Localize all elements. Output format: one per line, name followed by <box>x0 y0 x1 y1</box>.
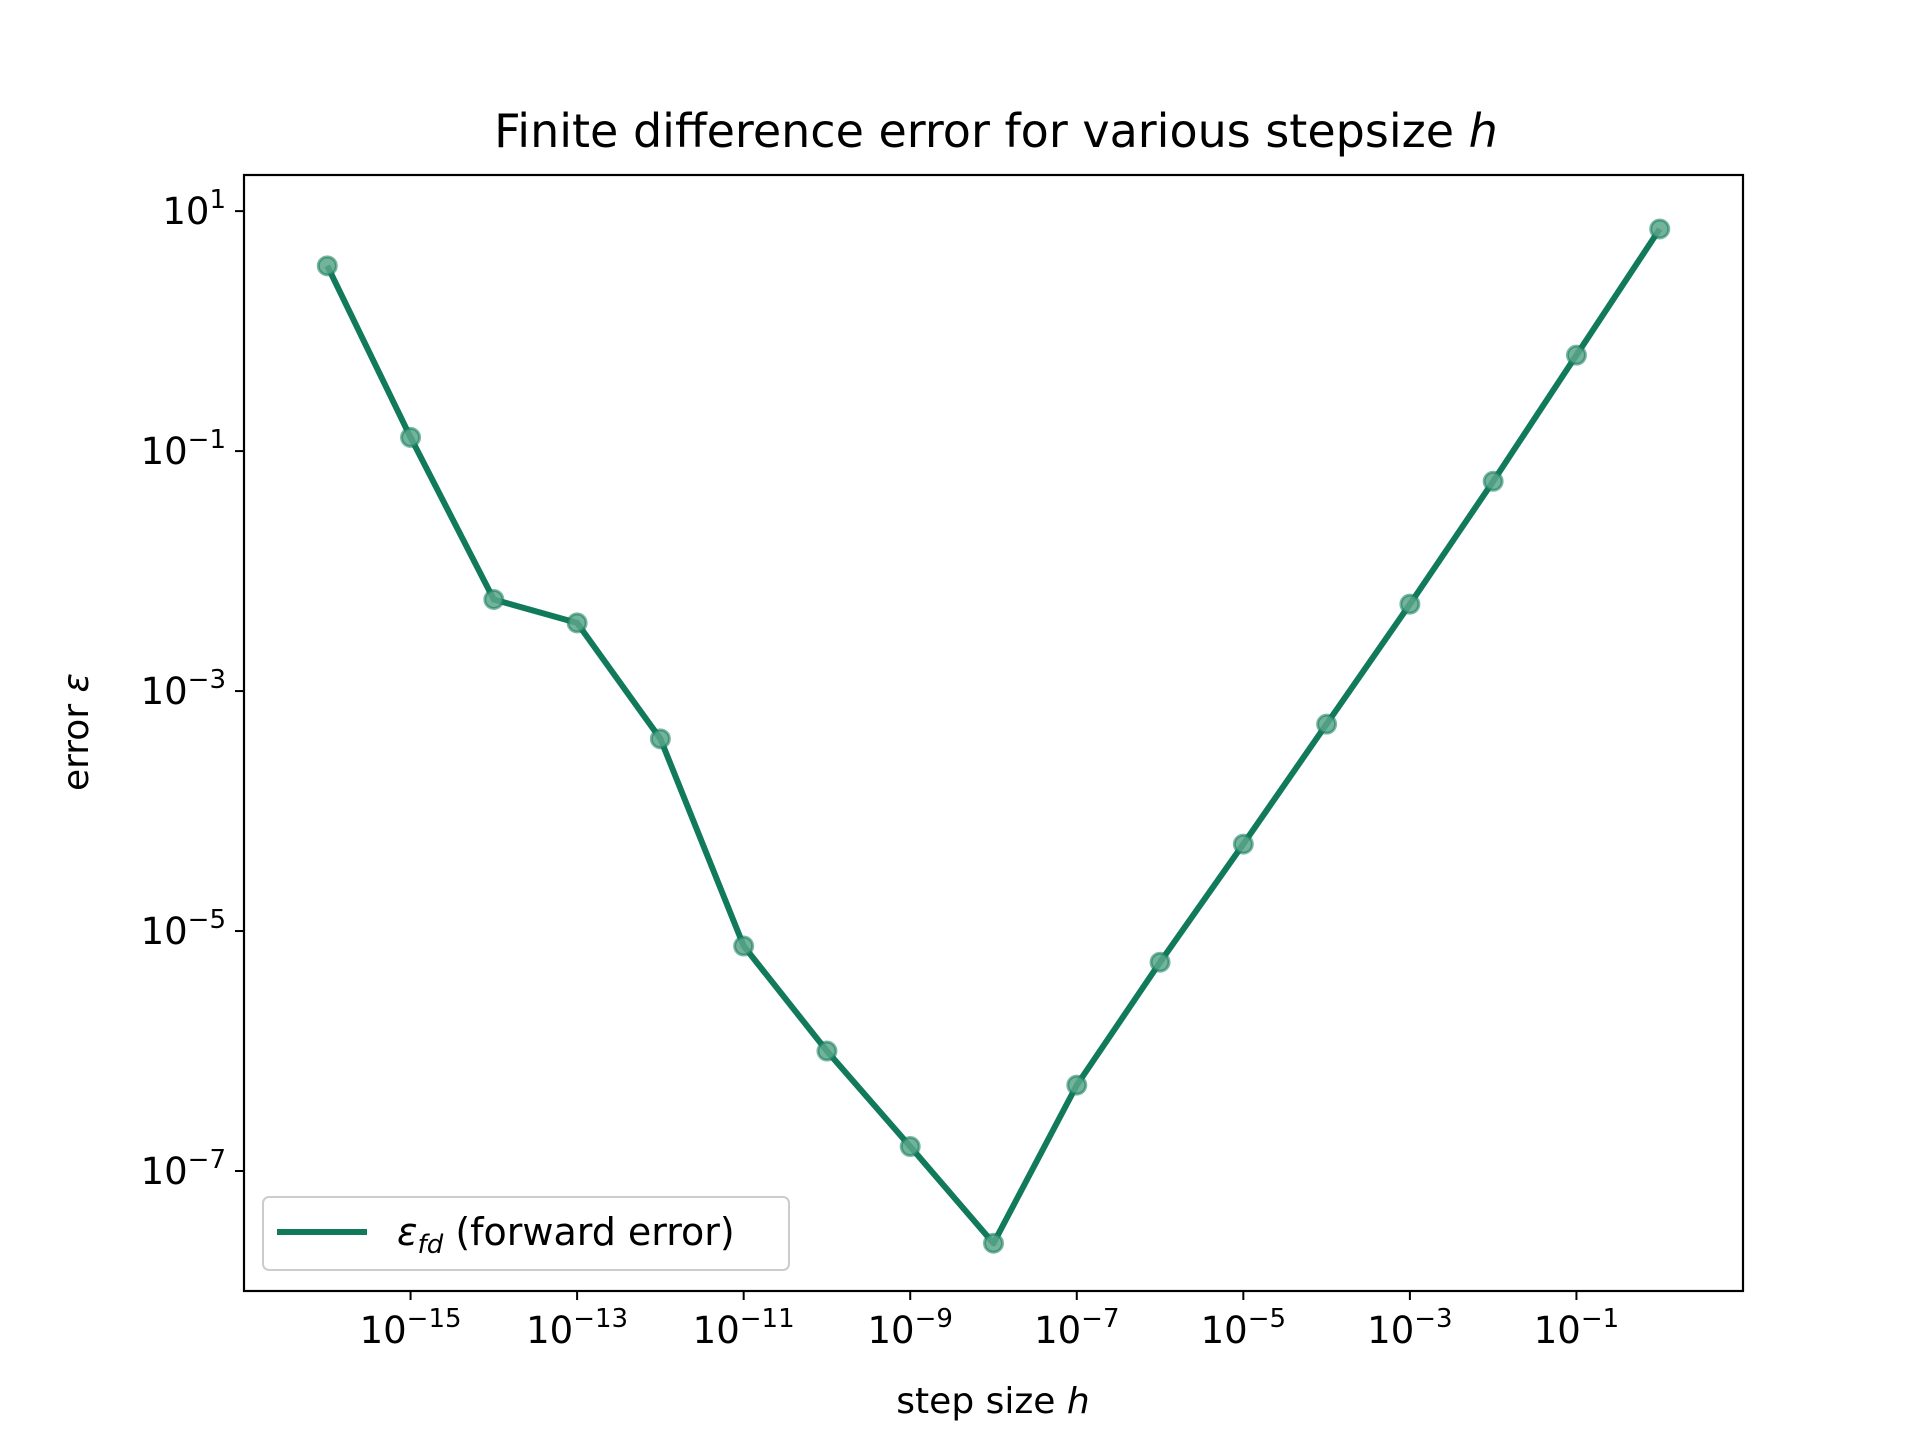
y-tick-label-exponent: −3 <box>188 665 226 695</box>
data-point <box>733 935 755 957</box>
data-point <box>400 426 422 448</box>
y-tick-label-exponent: 1 <box>209 185 226 215</box>
y-tick-label-base: 10 <box>162 190 209 233</box>
data-point <box>1482 470 1504 492</box>
x-tick-label: 10−3 <box>1367 1304 1452 1352</box>
x-tick-label-base: 10 <box>1034 1309 1081 1352</box>
series-layer <box>316 218 1671 1254</box>
y-axis-label: error ε <box>56 673 97 791</box>
legend-series-name: (forward error) <box>455 1210 734 1254</box>
x-tick-label-exponent: −9 <box>915 1304 953 1334</box>
legend-subscript: fd <box>418 1230 444 1260</box>
x-tick-label-base: 10 <box>360 1309 407 1352</box>
data-point <box>316 255 338 277</box>
y-tick-label: 10−7 <box>141 1145 226 1193</box>
x-tick-label-exponent: −5 <box>1248 1304 1286 1334</box>
data-point <box>1316 713 1338 735</box>
chart-title-text: Finite difference error for various step… <box>494 104 1454 158</box>
data-point <box>1565 344 1587 366</box>
x-tick-label-exponent: −11 <box>740 1304 795 1334</box>
data-point <box>1066 1074 1088 1096</box>
y-tick-label-exponent: −5 <box>188 905 226 935</box>
x-tick-label-exponent: −13 <box>573 1304 628 1334</box>
data-point <box>1649 218 1671 240</box>
y-tick-label-base: 10 <box>141 670 188 713</box>
x-tick-label-base: 10 <box>1201 1309 1248 1352</box>
x-tick-label-exponent: −7 <box>1081 1304 1119 1334</box>
plot-area-frame <box>242 173 1745 1293</box>
legend-entry-label: εfd (forward error) <box>397 1210 735 1260</box>
x-axis-label: step size h <box>896 1381 1089 1422</box>
x-tick-label-base: 10 <box>526 1309 573 1352</box>
x-axis-label-variable: h <box>1067 1381 1090 1422</box>
x-tick-label-base: 10 <box>1534 1309 1581 1352</box>
y-tick-label-base: 10 <box>141 1150 188 1193</box>
y-tick-label-base: 10 <box>141 910 188 953</box>
data-point <box>1232 833 1254 855</box>
data-point <box>483 588 505 610</box>
y-tick-label: 10−1 <box>141 425 226 473</box>
data-point <box>899 1136 921 1158</box>
data-point <box>816 1040 838 1062</box>
y-tick-label-exponent: −7 <box>188 1145 226 1175</box>
y-tick-label: 101 <box>162 185 226 233</box>
y-axis-label-text: error <box>56 704 97 791</box>
data-point <box>983 1232 1004 1254</box>
data-point <box>649 728 671 750</box>
data-point <box>1399 593 1421 615</box>
legend-box <box>262 1196 790 1271</box>
x-tick-label: 10−7 <box>1034 1304 1119 1352</box>
data-point <box>566 612 588 634</box>
x-tick-label-base: 10 <box>693 1309 740 1352</box>
x-axis-ticks: 10−15 10−13 10−11 10−9 10−7 10−5 10−3 10−1 <box>360 1291 1619 1352</box>
chart-title: Finite difference error for various step… <box>494 104 1498 158</box>
y-tick-label: 10−3 <box>141 665 226 713</box>
x-tick-label-base: 10 <box>1367 1309 1414 1352</box>
x-axis-label-text: step size <box>896 1381 1055 1422</box>
x-tick-label: 10−1 <box>1534 1304 1619 1352</box>
x-tick-label: 10−13 <box>526 1304 628 1352</box>
x-tick-label: 10−11 <box>693 1304 795 1352</box>
x-tick-label-base: 10 <box>868 1309 915 1352</box>
y-axis-label-variable: ε <box>56 673 97 692</box>
y-tick-label: 10−5 <box>141 905 226 953</box>
x-tick-label: 10−9 <box>868 1304 953 1352</box>
legend: εfd (forward error) <box>262 1196 790 1271</box>
y-tick-label-exponent: −1 <box>188 425 226 455</box>
x-tick-label: 10−5 <box>1201 1304 1286 1352</box>
data-point <box>1149 951 1171 973</box>
legend-symbol: ε <box>397 1210 418 1254</box>
x-tick-label-exponent: −1 <box>1581 1304 1619 1334</box>
x-tick-label-exponent: −3 <box>1414 1304 1452 1334</box>
y-tick-label-base: 10 <box>141 430 188 473</box>
chart-title-variable: h <box>1469 104 1498 158</box>
x-tick-label: 10−15 <box>360 1304 462 1352</box>
x-tick-label-exponent: −15 <box>407 1304 462 1334</box>
